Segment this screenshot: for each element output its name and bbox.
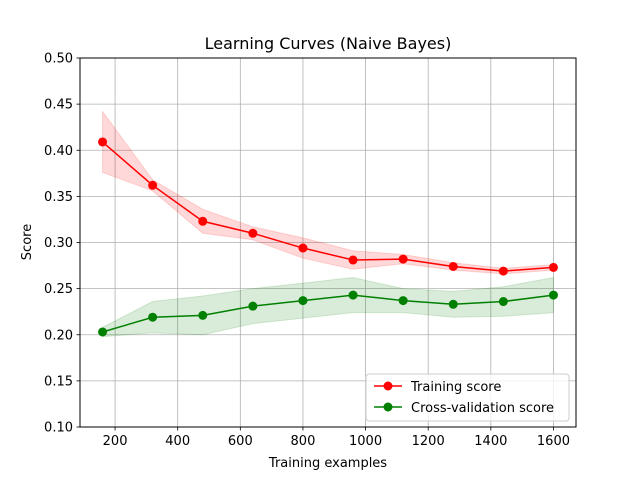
data-point	[298, 243, 308, 253]
data-point	[298, 296, 308, 306]
data-point	[448, 261, 458, 271]
legend: Training score Cross-validation score	[365, 373, 570, 422]
y-tick-label: 0.45	[44, 98, 73, 113]
x-tick-label: 200	[103, 434, 128, 449]
data-point	[248, 228, 258, 238]
y-axis-label: Score	[20, 224, 35, 260]
confidence-band-1	[102, 276, 554, 338]
data-point	[98, 327, 108, 337]
data-point	[148, 180, 158, 190]
data-point	[148, 312, 158, 322]
series-lines	[102, 141, 554, 333]
series-line-1	[102, 294, 554, 333]
legend-marker-1	[383, 402, 393, 412]
x-tick-label: 1200	[412, 434, 445, 449]
legend-label-0: Training score	[410, 380, 501, 395]
x-tick-label: 1600	[537, 434, 570, 449]
data-point	[348, 290, 358, 300]
y-tick-label: 0.35	[44, 190, 73, 205]
x-tick-label: 600	[228, 434, 253, 449]
data-point	[98, 137, 108, 147]
data-point	[448, 299, 458, 309]
y-tick-label: 0.10	[44, 421, 73, 436]
y-tick-label: 0.25	[44, 282, 73, 297]
series-line-0	[102, 141, 554, 272]
data-point	[498, 266, 508, 276]
x-tick-label: 1000	[349, 434, 382, 449]
x-tick-label: 1400	[474, 434, 507, 449]
data-point	[348, 255, 358, 265]
data-point	[548, 290, 558, 300]
data-point	[398, 296, 408, 306]
y-tick-label: 0.50	[44, 52, 73, 67]
data-point	[498, 297, 508, 307]
legend-marker-0	[383, 381, 393, 391]
x-axis-label: Training examples	[268, 456, 387, 471]
data-point	[198, 216, 208, 226]
y-tick-label: 0.40	[44, 144, 73, 159]
y-tick-label: 0.15	[44, 374, 73, 389]
legend-box	[365, 373, 570, 422]
series-points	[98, 137, 558, 337]
data-point	[248, 301, 258, 311]
y-tick-label: 0.30	[44, 236, 73, 251]
legend-label-1: Cross-validation score	[411, 401, 554, 416]
axis-ticks: 200 400 600 800 1000 1200 1400 1600 0.10 0.15 0.20…	[44, 52, 570, 450]
chart-title: Learning Curves (Naive Bayes)	[205, 34, 452, 53]
y-tick-label: 0.20	[44, 328, 73, 343]
data-point	[548, 262, 558, 272]
x-tick-label: 400	[165, 434, 190, 449]
x-tick-label: 800	[291, 434, 316, 449]
data-point	[198, 310, 208, 320]
data-point	[398, 254, 408, 264]
